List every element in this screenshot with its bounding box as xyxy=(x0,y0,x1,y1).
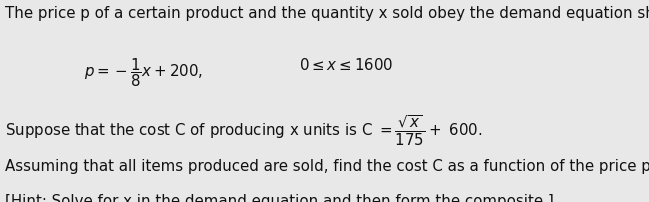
Text: The price p of a certain product and the quantity x sold obey the demand equatio: The price p of a certain product and the… xyxy=(5,6,649,21)
Text: $0 \leq x \leq 1600$: $0 \leq x \leq 1600$ xyxy=(299,57,393,73)
Text: [Hint: Solve for x in the demand equation and then form the composite.]: [Hint: Solve for x in the demand equatio… xyxy=(5,194,554,202)
Text: Suppose that the cost C of producing x units is C $= \dfrac{\sqrt{x}}{175} +$ 60: Suppose that the cost C of producing x u… xyxy=(5,113,482,148)
Text: Assuming that all items produced are sold, find the cost C as a function of the : Assuming that all items produced are sol… xyxy=(5,159,649,174)
Text: $p = -\dfrac{1}{8}x + 200,$: $p = -\dfrac{1}{8}x + 200,$ xyxy=(84,57,203,89)
